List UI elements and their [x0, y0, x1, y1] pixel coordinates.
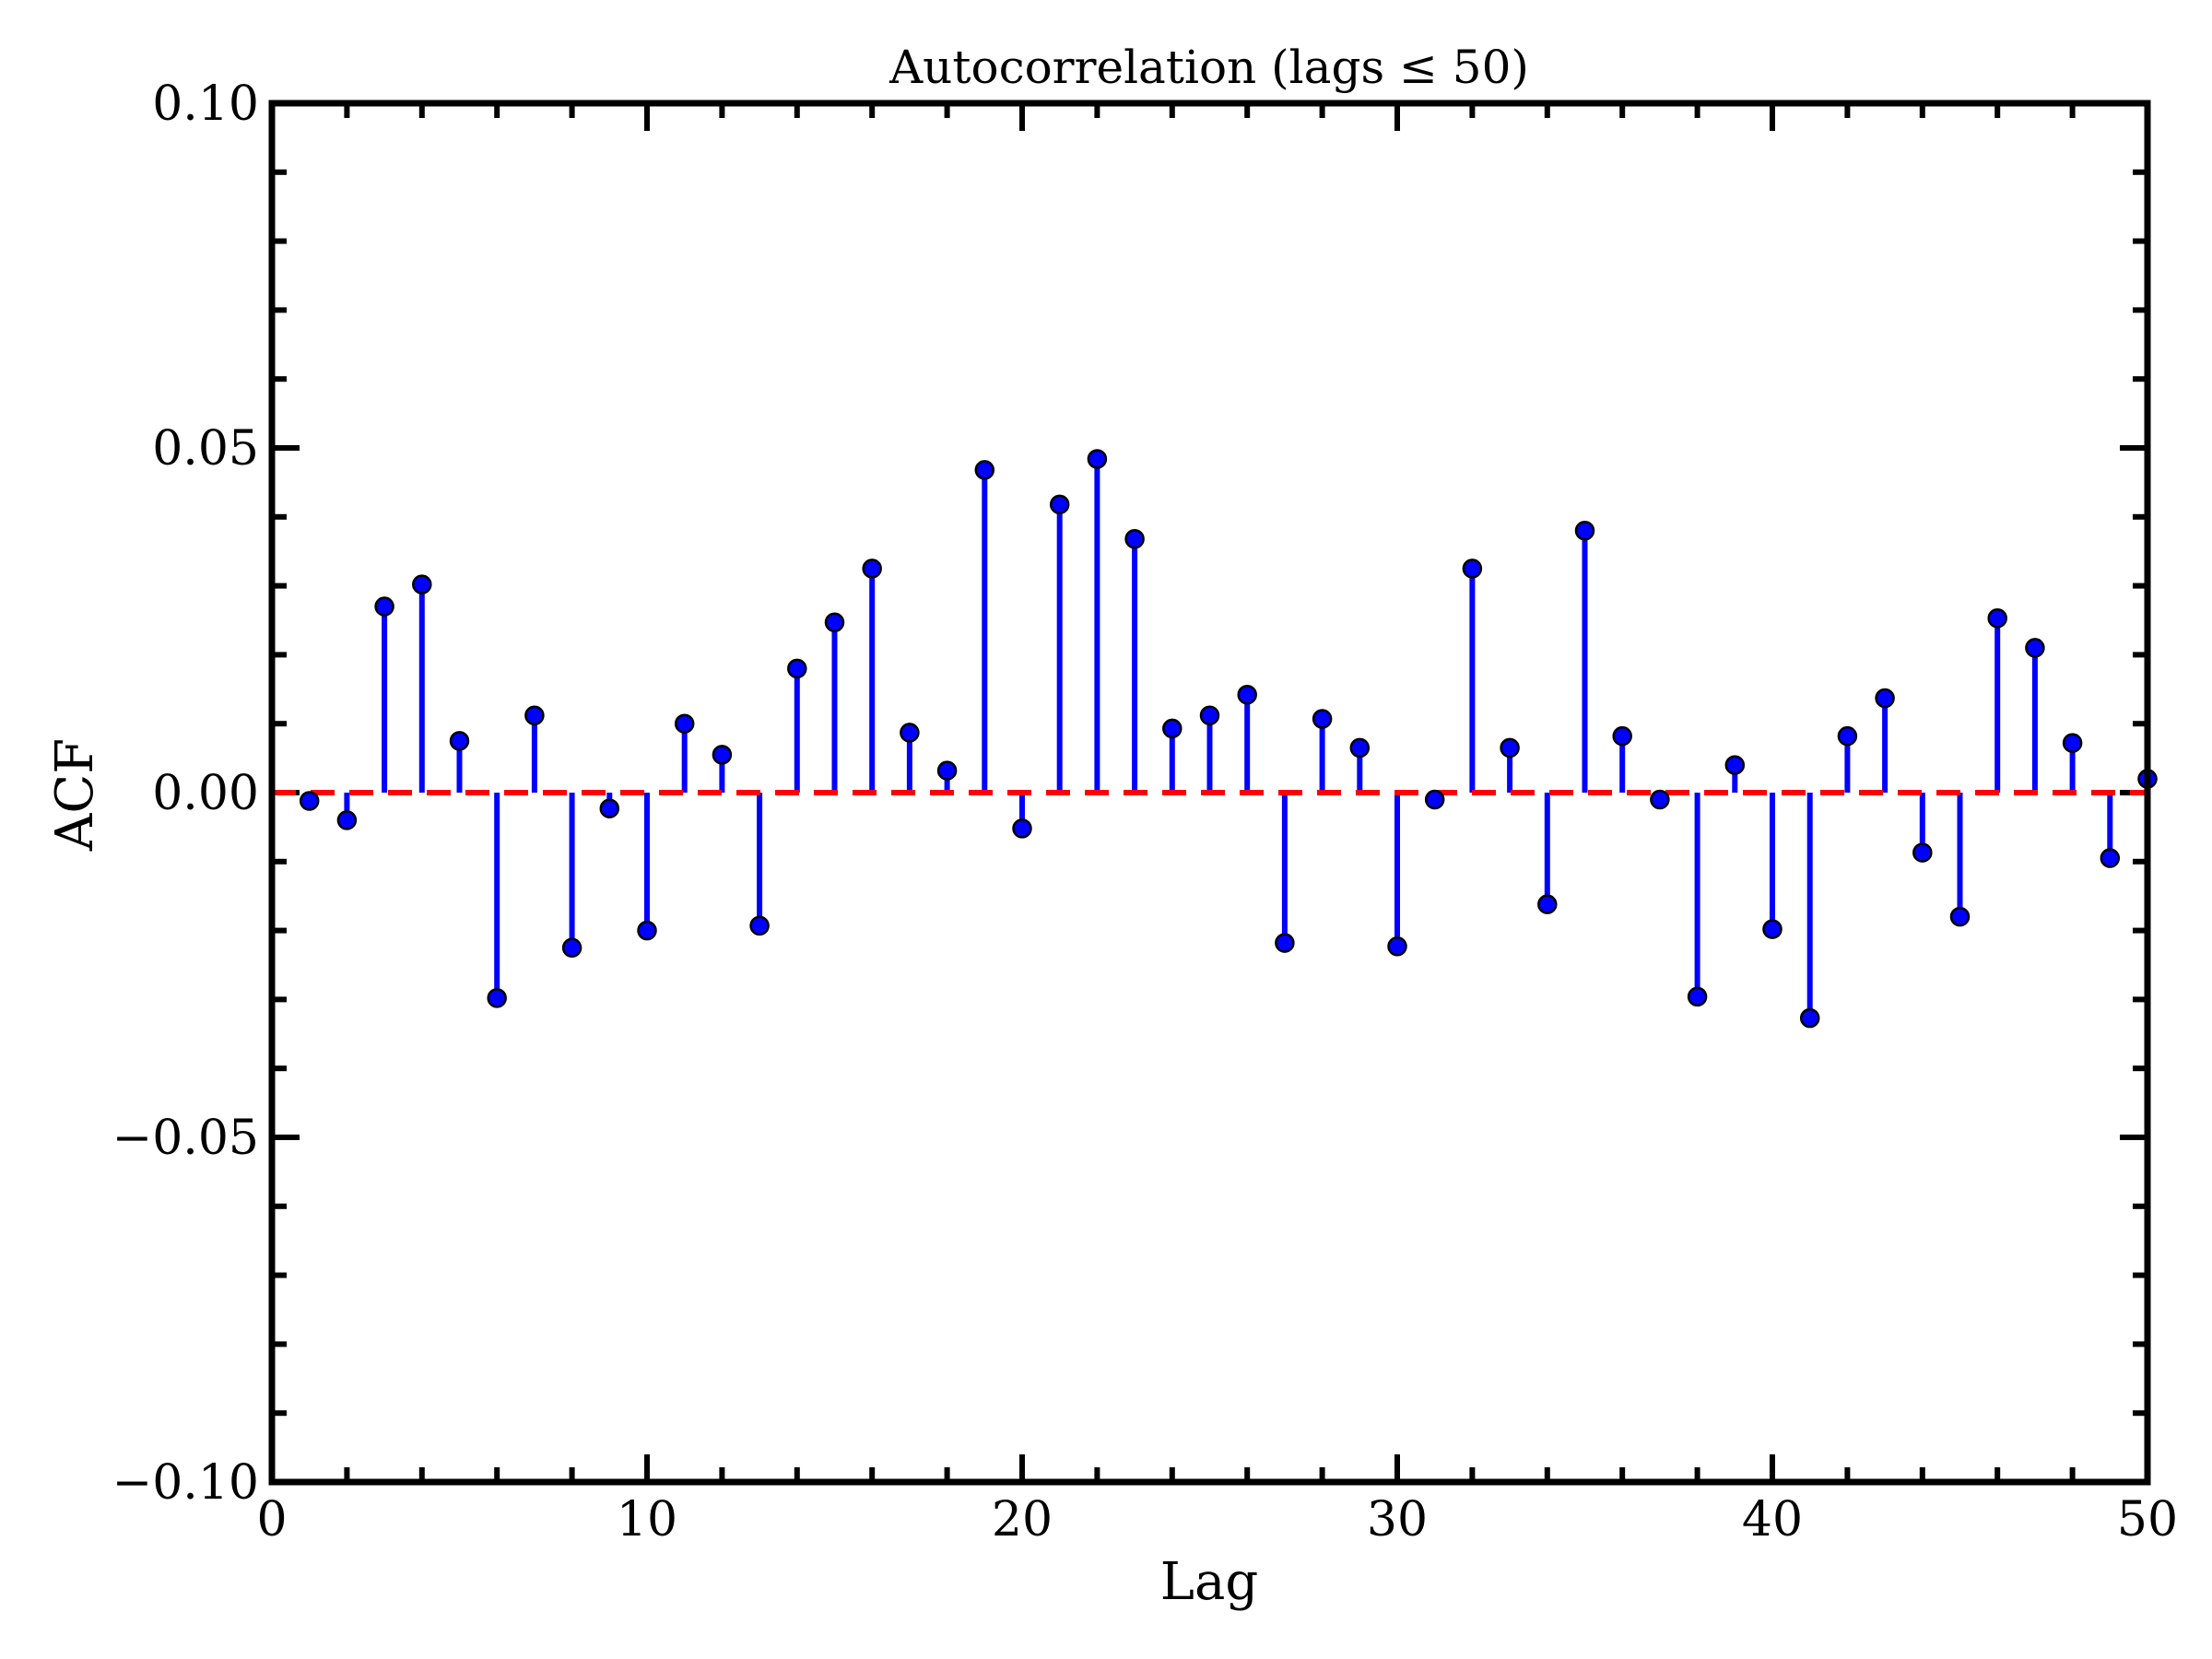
acf-point — [599, 798, 620, 818]
x-tick-label: 10 — [617, 1492, 677, 1547]
x-tick-label: 0 — [256, 1492, 287, 1547]
acf-point — [1012, 818, 1032, 839]
acf-point — [1837, 725, 1858, 747]
y-tick-label: −0.05 — [112, 1111, 259, 1166]
acf-point — [862, 559, 882, 579]
acf-point — [1237, 685, 1257, 705]
acf-point — [524, 705, 545, 725]
y-axis-label: ACF — [45, 738, 105, 852]
acf-point — [2025, 638, 2045, 658]
acf-point — [1912, 842, 1933, 863]
acf-point — [824, 612, 845, 632]
x-axis-label: Lag — [1160, 1552, 1258, 1612]
acf-point — [674, 713, 695, 734]
acf-point — [1087, 449, 1108, 469]
acf-point — [712, 745, 733, 765]
acf-point — [1500, 737, 1520, 759]
x-tick-label: 40 — [1742, 1492, 1803, 1547]
acf-point — [1199, 705, 1220, 725]
acf-point — [1687, 986, 1708, 1007]
chart-title: Autocorrelation (lags ≤ 50) — [888, 41, 1529, 94]
acf-point — [787, 658, 807, 679]
acf-point — [374, 596, 394, 617]
y-tick-label: 0.05 — [152, 421, 259, 477]
acf-point — [487, 988, 507, 1008]
y-tick-label: 0.00 — [152, 766, 259, 821]
acf-point — [1462, 559, 1483, 579]
acf-point — [1724, 755, 1746, 775]
acf-point — [561, 937, 582, 959]
acf-point — [1799, 1007, 1820, 1029]
x-tick-label: 20 — [992, 1492, 1053, 1547]
acf-point — [336, 810, 358, 830]
acf-point — [1312, 709, 1333, 729]
acf-point — [1574, 521, 1595, 541]
acf-point — [1762, 919, 1783, 939]
acf-point — [1612, 725, 1632, 747]
acf-point — [1424, 789, 1445, 810]
acf-point — [2100, 848, 2121, 868]
acf-point — [1387, 936, 1407, 957]
x-tick-label: 50 — [2117, 1492, 2178, 1547]
plot-frame — [268, 100, 2151, 1486]
acf-point — [1275, 933, 1295, 953]
acf-point — [1949, 906, 1971, 927]
acf-point — [1124, 528, 1145, 549]
acf-point — [449, 731, 470, 751]
acf-point — [1650, 789, 1670, 810]
acf-point — [637, 920, 657, 941]
acf-point — [412, 574, 432, 594]
y-tick-label: 0.10 — [152, 76, 259, 132]
acf-point — [2062, 733, 2083, 753]
acf-point — [974, 460, 995, 480]
acf-point — [1987, 608, 2007, 629]
acf-point — [1049, 494, 1070, 515]
acf-point — [1162, 718, 1182, 739]
acf-point — [299, 791, 320, 811]
x-tick-label: 30 — [1367, 1492, 1428, 1547]
acf-point — [900, 723, 920, 743]
acf-point — [1349, 737, 1371, 759]
y-tick-label: −0.10 — [112, 1455, 259, 1511]
acf-point — [749, 915, 770, 936]
acf-point — [936, 760, 958, 781]
acf-point — [1537, 894, 1558, 914]
plot-area: 0 10 20 30 40 50 −0.10 −0.05 0.00 0.05 0.10 — [112, 76, 2178, 1547]
acf-point — [1875, 688, 1895, 709]
